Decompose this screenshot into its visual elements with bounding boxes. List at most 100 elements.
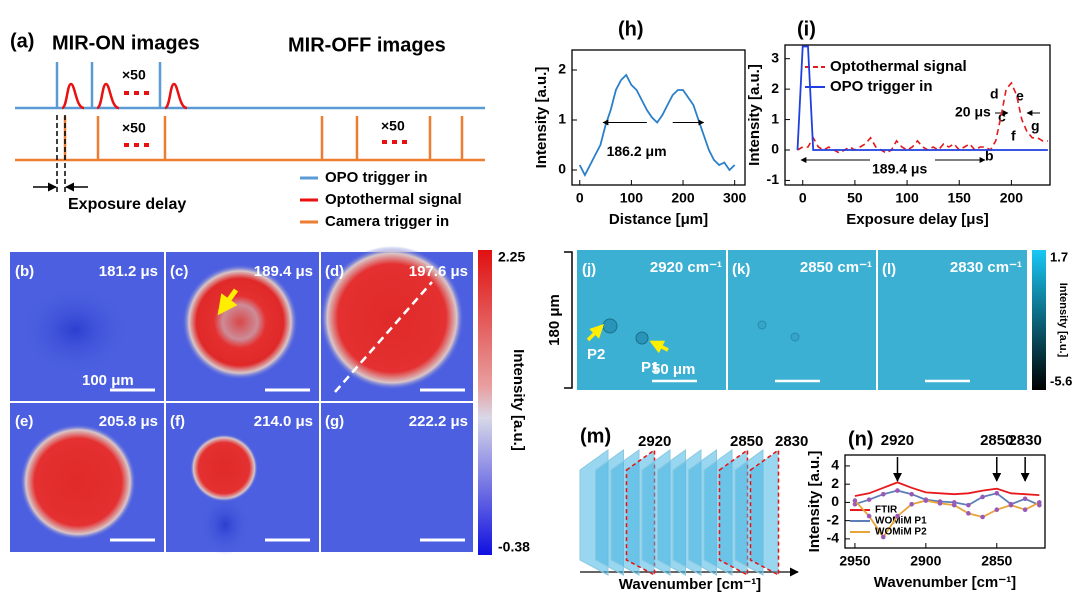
panel-label: (c): [170, 263, 188, 280]
x-axis-label: Exposure delay [μs]: [846, 211, 989, 228]
band-label: 2830: [775, 433, 808, 450]
series-marker: [966, 503, 971, 508]
particle: [603, 319, 617, 333]
x-tick-label: 0: [799, 190, 807, 206]
x-tick-label: 2900: [910, 553, 941, 569]
legend-text: OPO trigger in: [325, 169, 428, 186]
y-axis-label: Intensity [a.u.]: [806, 451, 823, 553]
peak-label: 2830: [1008, 432, 1041, 449]
colorbar: [478, 250, 492, 555]
panel-label: (l): [882, 261, 896, 278]
x-tick-label: 2850: [981, 553, 1012, 569]
y-tick-label: -1: [767, 171, 780, 187]
y-axis-label: Intensity [a.u.]: [533, 67, 550, 169]
x-tick-label: 50: [847, 190, 863, 206]
annotation: g: [1031, 118, 1040, 134]
blob: [190, 434, 258, 502]
blob: [200, 495, 250, 555]
legend-text: WOMiM P2: [875, 527, 927, 538]
series-marker: [909, 502, 914, 507]
panel-label: (j): [582, 261, 596, 278]
series-line: [580, 75, 735, 175]
panel-label: (f): [170, 413, 185, 430]
series-marker: [980, 495, 985, 500]
y-tick-label: 1: [558, 111, 566, 127]
annotation: f: [1011, 128, 1016, 144]
y-tick-label: -4: [827, 530, 840, 546]
colorbar-label: Intensity [a.u.]: [1057, 283, 1069, 358]
legend-text: Optothermal signal: [325, 191, 462, 208]
series-marker: [1037, 500, 1042, 505]
band-label: 2920: [638, 433, 671, 450]
page: (a) MIR-ON images MIR-OFF images ×50 ×50…: [0, 0, 1081, 600]
colorbar: [1032, 250, 1046, 390]
y-tick-label: 2: [558, 61, 566, 77]
series-marker: [895, 488, 900, 493]
panel-label: (h): [618, 18, 644, 40]
series-marker: [1023, 507, 1028, 512]
x-tick-label: 200: [671, 190, 695, 206]
time-label: 205.8 μs: [99, 413, 158, 430]
time-label: 189.4 μs: [254, 263, 313, 280]
series-marker: [867, 514, 872, 519]
repeat-dots: [124, 93, 410, 145]
series-marker: [938, 501, 943, 506]
legend-text: OPO trigger in: [830, 78, 933, 95]
colorbar-max: 2.25: [498, 249, 525, 265]
on-title: MIR-ON images: [52, 32, 200, 54]
panel-label: (e): [15, 413, 33, 430]
y-tick-label: 2: [831, 475, 839, 491]
particle: [791, 333, 799, 341]
panel-label: (n): [848, 428, 874, 450]
band-label: 2850: [730, 433, 763, 450]
x-tick-label: 100: [620, 190, 644, 206]
x-tick-label: 300: [723, 190, 747, 206]
repeat-label: ×50: [381, 118, 405, 134]
scale-label: 50 μm: [652, 361, 695, 378]
series-marker: [853, 498, 858, 503]
series-marker: [1009, 503, 1014, 508]
blob: [20, 285, 130, 375]
peak-label: 2920: [881, 432, 914, 449]
y-tick-label: 4: [831, 457, 839, 473]
field-label: 180 μm: [546, 294, 563, 346]
scale-label: 100 μm: [82, 372, 134, 389]
time-label: 222.2 μs: [409, 413, 468, 430]
annotation: d: [990, 86, 999, 102]
repeat-label: ×50: [122, 120, 146, 136]
y-tick-label: 3: [771, 49, 779, 65]
legend-text: FTIR: [875, 505, 898, 516]
annotation: 186.2 μm: [607, 143, 667, 159]
delay-annotations: 20 μs 189.4 μs b c d e f g: [801, 86, 1040, 177]
y-tick-label: 0: [831, 493, 839, 509]
off-title: MIR-OFF images: [288, 34, 446, 56]
panel-label: (m): [580, 425, 611, 447]
particle: [636, 332, 648, 344]
x-tick-label: 200: [1000, 190, 1024, 206]
repeat-label: ×50: [122, 67, 146, 83]
series-marker: [867, 497, 872, 502]
blob: [20, 424, 136, 540]
series-marker: [966, 511, 971, 516]
x-axis-label: Wavenumber [cm⁻¹]: [874, 574, 1016, 591]
x-tick-label: 150: [948, 190, 972, 206]
legend-text: WOMiM P1: [875, 516, 927, 527]
series-marker: [994, 507, 999, 512]
series-marker: [924, 498, 929, 503]
colorbar-label: Intensity [a.u.]: [510, 349, 527, 451]
thermal-images: 100 μm 2.25 -0.38 Intensity [a.u.]: [10, 246, 530, 555]
panel-label: (g): [325, 413, 344, 430]
annotation: 20 μs: [955, 104, 991, 120]
y-tick-label: -2: [827, 511, 840, 527]
wavenumber-label: 2920 cm⁻¹: [650, 259, 722, 276]
x-axis-label: Distance [μm]: [609, 211, 708, 228]
spectral-stack: (m) 2920 2850 2830 Wavenumber [cm⁻¹]: [580, 425, 808, 593]
series-marker: [881, 492, 886, 497]
particle: [758, 321, 766, 329]
panel-label: (d): [325, 263, 344, 280]
y-tick-label: 2: [771, 80, 779, 96]
panel-label: (a): [10, 30, 34, 52]
annotation: 189.4 μs: [872, 161, 927, 177]
point-label: P2: [587, 346, 605, 363]
colorbar-min: -5.6: [1050, 373, 1072, 388]
